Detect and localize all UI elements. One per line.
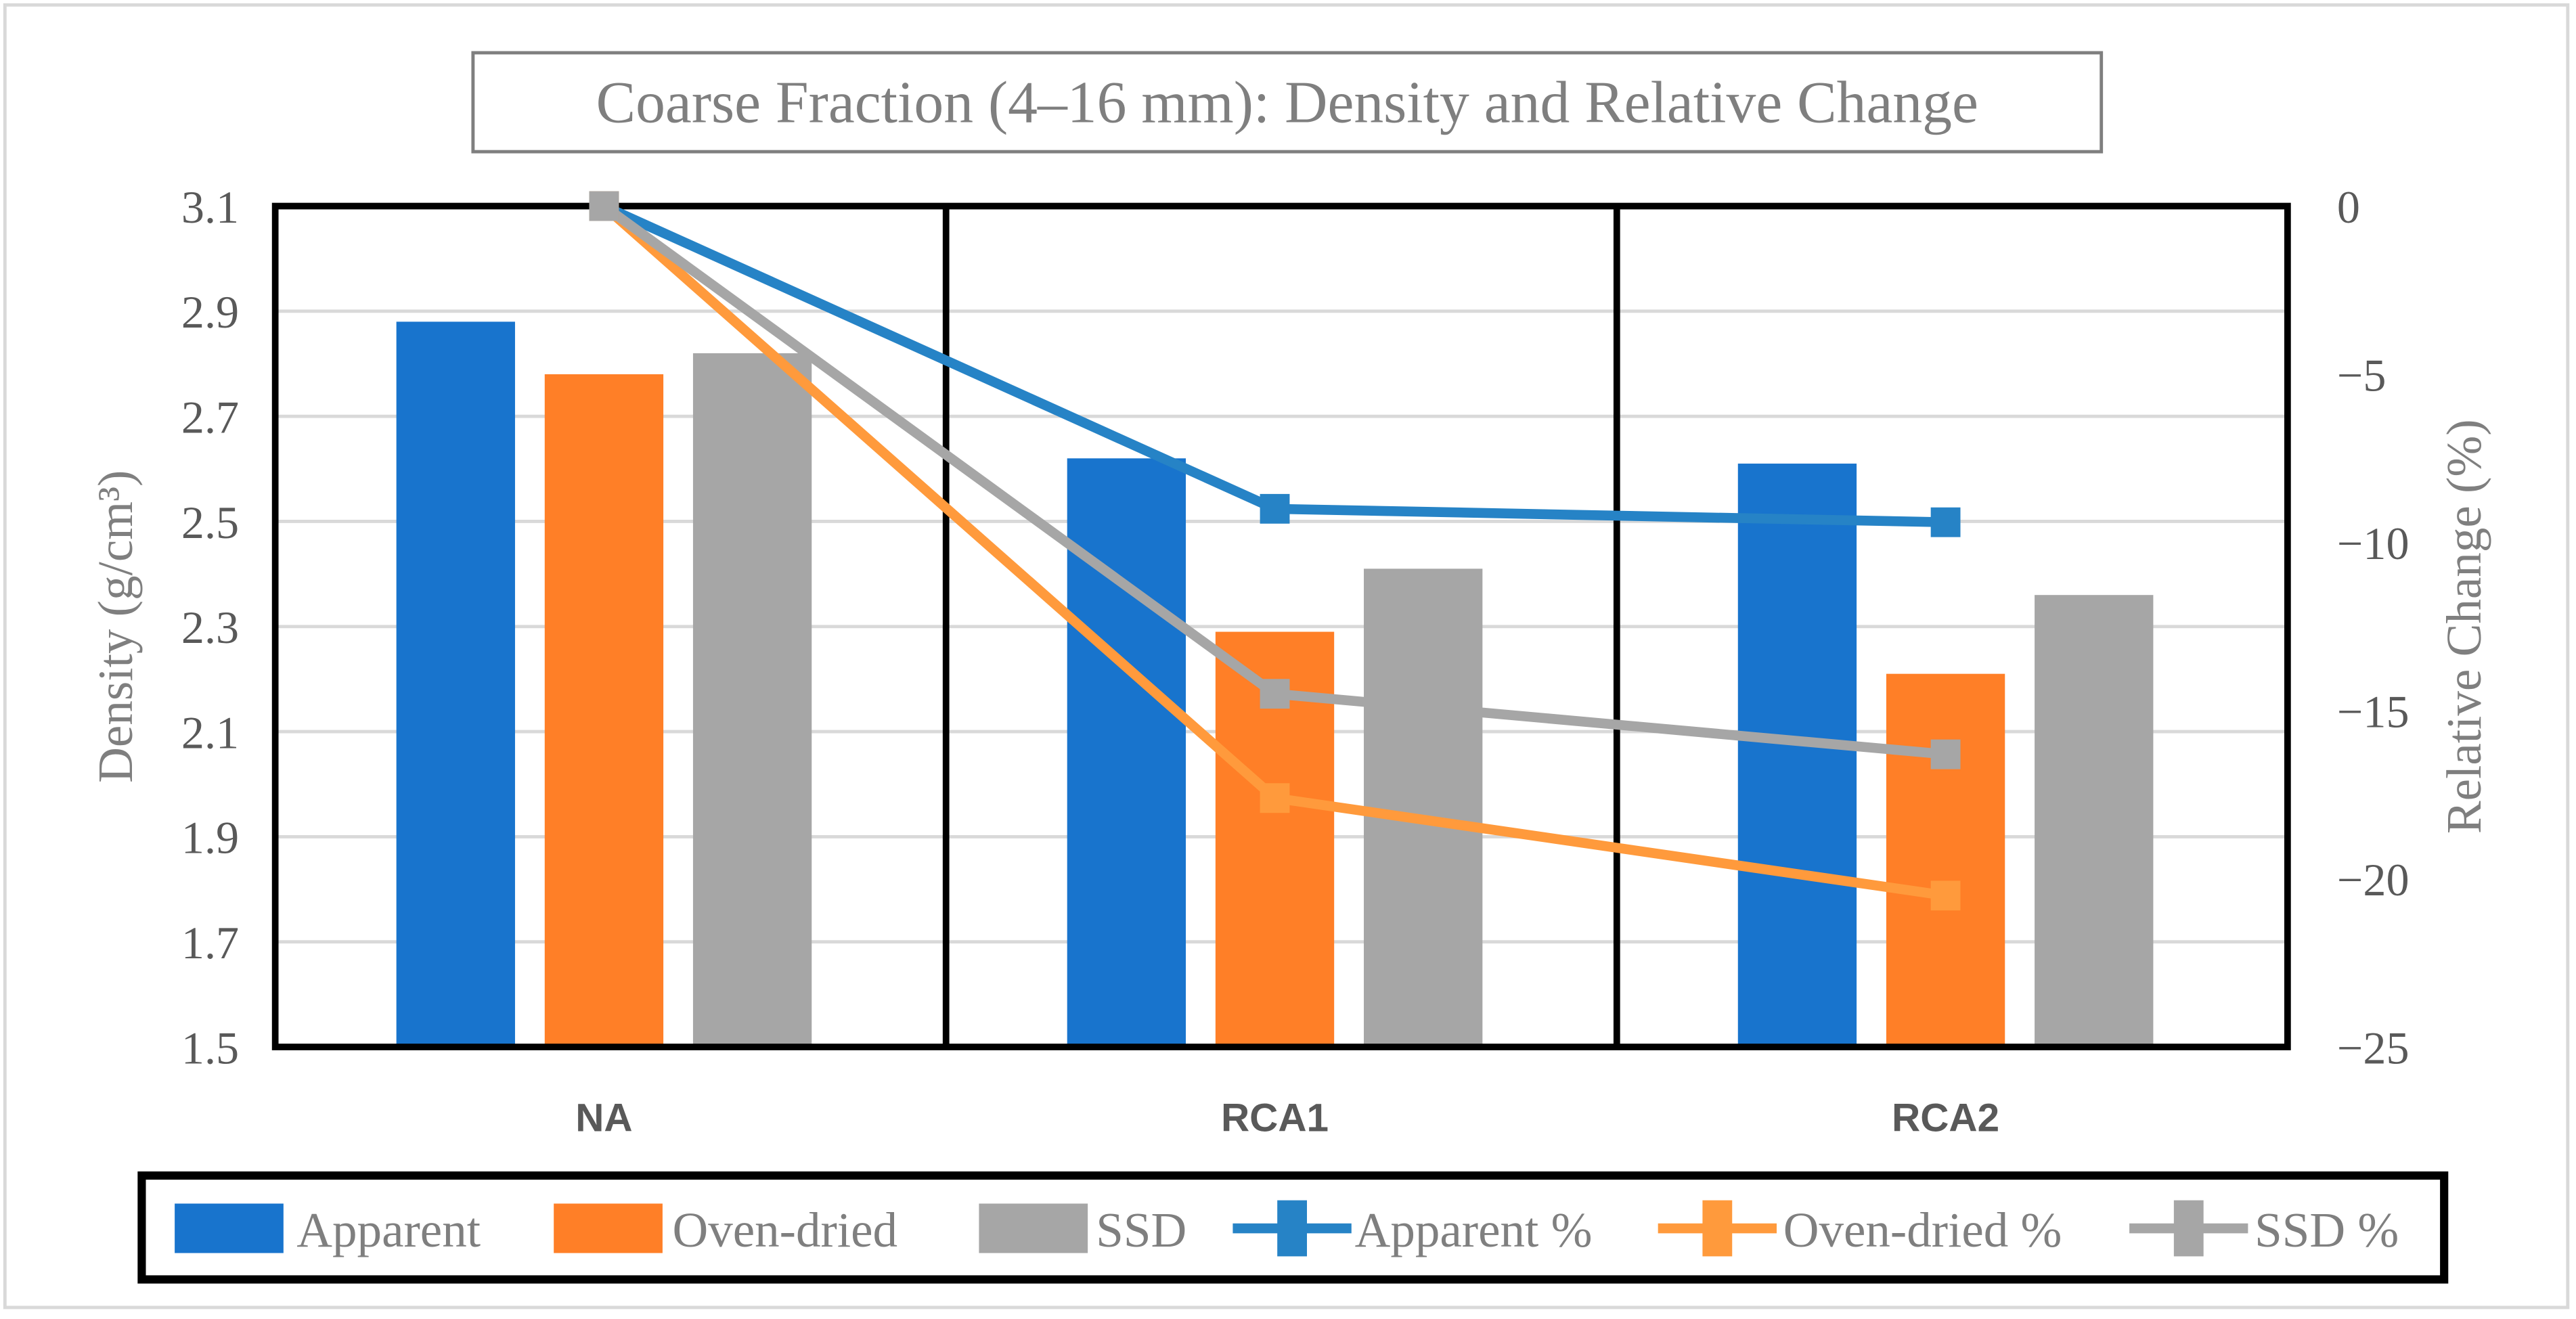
y-tick-label: 2.5 [181, 497, 239, 548]
legend-label: Apparent [296, 1203, 481, 1257]
y-tick-label: 2.1 [181, 707, 239, 758]
legend-swatch [554, 1203, 663, 1253]
bar-ssd [2035, 595, 2154, 1048]
lines [589, 191, 1961, 911]
legend: Apparent Oven-dried SSD Apparent % Oven-drie… [175, 1200, 2399, 1257]
line-marker [1930, 507, 1961, 537]
bar-apparent [1737, 464, 1857, 1048]
legend-swatch [979, 1203, 1088, 1253]
legend-marker [1702, 1200, 1733, 1257]
bar-oven-dried [1886, 673, 2005, 1048]
bar-apparent [396, 321, 515, 1048]
y-tick-label: 2.9 [181, 286, 239, 338]
y2-axis-label: Relative Change (%) [2437, 419, 2491, 834]
y-tick-label: 3.1 [181, 181, 239, 233]
x-axis-labels: NA RCA1 RCA2 [575, 1096, 1999, 1140]
line-marker [1260, 493, 1290, 524]
legend-label: SSD [1096, 1203, 1186, 1257]
y2-axis-ticks: −25 −20 −15 −10 −5 0 [2337, 181, 2410, 1074]
title-box [471, 51, 2104, 154]
bar-ssd [692, 353, 812, 1048]
y-tick-label: 1.9 [181, 812, 239, 864]
y-tick-label: 1.5 [181, 1022, 239, 1073]
bars [396, 321, 2154, 1048]
y2-tick-label: −5 [2337, 349, 2386, 401]
y-axis-label: Density (g/cm³) [88, 470, 143, 783]
x-tick-label: NA [575, 1096, 632, 1140]
line-marker [1930, 880, 1961, 911]
bar-oven-dried [544, 374, 664, 1048]
legend-label: Oven-dried [673, 1203, 898, 1257]
plot-area-border [271, 202, 2291, 1050]
chart-title: Coarse Fraction (4–16 mm): Density and R… [596, 69, 1978, 135]
bar-apparent [1067, 458, 1186, 1048]
y-tick-label: 2.7 [181, 392, 239, 443]
line-marker [1260, 679, 1290, 709]
bar-ssd [1364, 568, 1483, 1048]
y-tick-label: 1.7 [181, 917, 239, 968]
y2-tick-label: 0 [2337, 181, 2360, 233]
y-axis-ticks: 1.5 1.7 1.9 2.1 2.3 2.5 2.7 2.9 3.1 [181, 181, 239, 1074]
line-marker [589, 191, 619, 221]
legend-marker [2173, 1200, 2204, 1257]
line-marker [1260, 783, 1290, 813]
x-tick-label: RCA1 [1221, 1096, 1329, 1140]
legend-swatch [175, 1203, 284, 1253]
legend-label: Apparent % [1355, 1203, 1593, 1257]
legend-marker [1277, 1200, 1308, 1257]
y-tick-label: 2.3 [181, 602, 239, 653]
y2-tick-label: −20 [2337, 854, 2410, 906]
y2-tick-label: −25 [2337, 1022, 2410, 1073]
y2-tick-label: −10 [2337, 518, 2410, 569]
line-marker [1930, 739, 1961, 769]
x-tick-label: RCA2 [1892, 1096, 1999, 1140]
y2-tick-label: −15 [2337, 686, 2410, 737]
legend-label: SSD % [2255, 1203, 2399, 1257]
legend-label: Oven-dried % [1783, 1203, 2062, 1257]
